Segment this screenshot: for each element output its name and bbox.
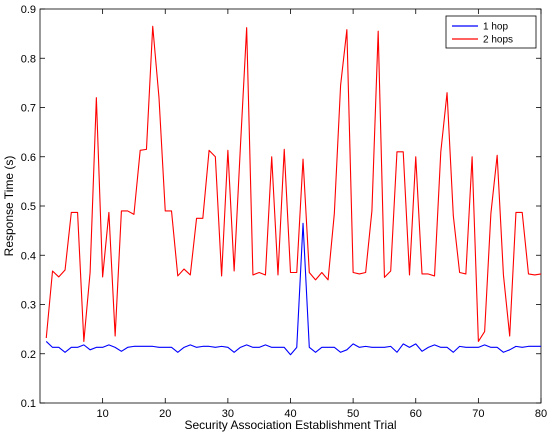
legend-label-2-hops: 2 hops (483, 35, 513, 46)
y-tick-label: 0.4 (21, 250, 36, 262)
x-tick-label: 60 (410, 408, 422, 420)
y-tick-label: 0.5 (21, 201, 36, 213)
y-axis-label: Response Time (s) (2, 156, 16, 257)
y-tick-label: 0.2 (21, 349, 36, 361)
y-tick-label: 0.9 (21, 4, 36, 16)
legend-label-1-hop: 1 hop (483, 22, 508, 33)
y-tick-label: 0.6 (21, 152, 36, 164)
y-tick-label: 0.1 (21, 398, 36, 410)
legend: 1 hop 2 hops (445, 15, 537, 49)
series-line-1-hop (45, 222, 541, 356)
axis-ticks: 10 20 30 40 50 60 70 80 0.1 0.2 0.3 0.4 0.5 0.6 0.7 0.8… (21, 4, 547, 420)
x-tick-label: 40 (284, 408, 296, 420)
x-tick-label: 80 (535, 408, 547, 420)
x-tick-label: 50 (347, 408, 359, 420)
x-tick-label: 70 (472, 408, 484, 420)
series-layer (45, 25, 542, 356)
x-axis-label: Security Association Establishment Trial (184, 418, 396, 432)
x-tick-label: 10 (97, 408, 109, 420)
plot-area (39, 8, 542, 404)
x-tick-label: 20 (159, 408, 171, 420)
x-tick-label: 30 (222, 408, 234, 420)
y-tick-label: 0.7 (21, 103, 36, 115)
plot-frame (39, 8, 542, 404)
series-line-2-hops (45, 25, 542, 342)
y-tick-label: 0.3 (21, 300, 36, 312)
y-tick-label: 0.8 (21, 53, 36, 65)
legend-box (445, 15, 537, 49)
